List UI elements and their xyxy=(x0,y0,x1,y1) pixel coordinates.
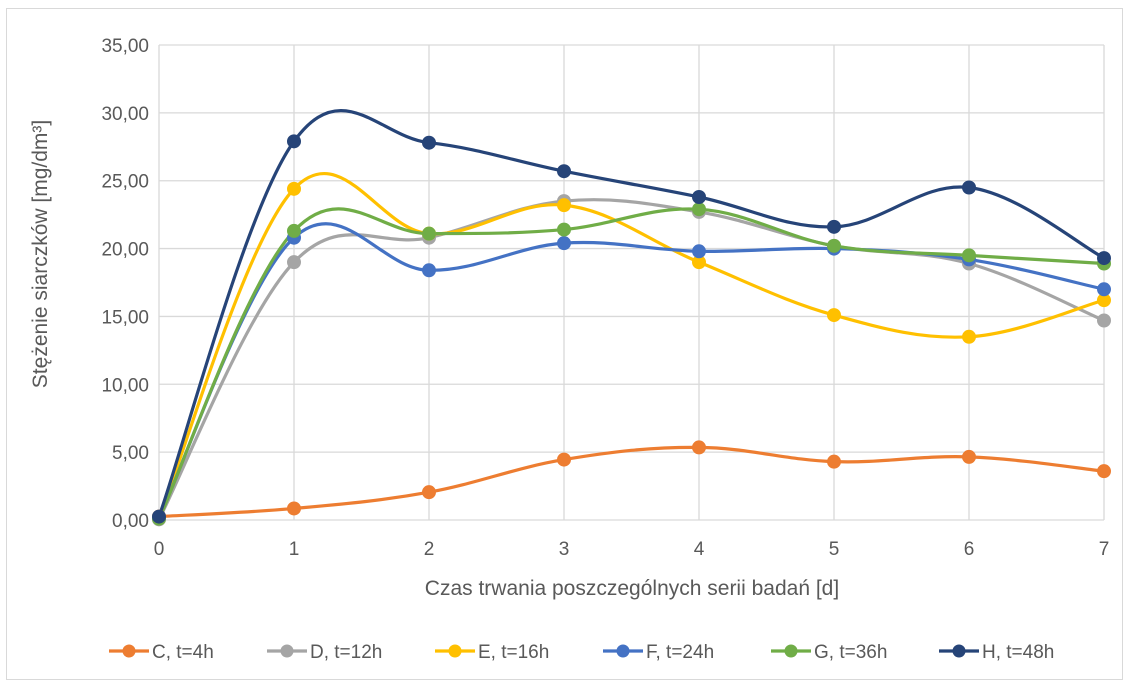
series-lines xyxy=(157,109,1106,521)
data-point-c xyxy=(692,440,706,455)
series-line-c xyxy=(157,445,1106,519)
data-point-f xyxy=(692,244,706,259)
data-point-h xyxy=(962,180,976,195)
data-point-h xyxy=(422,135,436,150)
x-axis-tick-labels: 0 1 2 3 4 5 6 7 xyxy=(154,539,1110,560)
data-point-h xyxy=(287,134,301,149)
y-tick-label: 15,00 xyxy=(101,307,149,328)
data-point-g xyxy=(692,202,706,217)
y-tick-label: 35,00 xyxy=(101,36,149,57)
legend-item-d: D, t=12h xyxy=(267,642,382,663)
data-point-g xyxy=(287,223,301,238)
data-point-h xyxy=(557,164,571,179)
series-line-e xyxy=(157,172,1106,519)
data-point-g xyxy=(827,238,841,253)
data-point-h xyxy=(1097,251,1111,266)
x-tick-label: 7 xyxy=(1099,539,1110,560)
legend-marker-g xyxy=(784,644,798,658)
data-point-g xyxy=(962,248,976,263)
data-point-d xyxy=(287,255,301,270)
series-line-d xyxy=(157,198,1106,521)
data-point-e xyxy=(557,198,571,213)
x-tick-label: 5 xyxy=(829,539,840,560)
y-tick-label: 30,00 xyxy=(101,104,149,125)
legend-item-c: C, t=4h xyxy=(109,642,214,663)
data-point-f xyxy=(422,263,436,278)
legend-marker-f xyxy=(616,644,630,658)
data-point-h xyxy=(692,190,706,204)
x-tick-label: 3 xyxy=(559,539,570,560)
legend-item-g: G, t=36h xyxy=(771,642,887,663)
legend-label-e: E, t=16h xyxy=(478,642,549,663)
x-tick-label: 4 xyxy=(694,539,705,560)
x-axis-label: Czas trwania poszczególnych serii badań … xyxy=(425,577,839,600)
data-point-c xyxy=(422,485,436,500)
data-point-g xyxy=(422,226,436,241)
y-tick-label: 25,00 xyxy=(101,172,149,193)
legend-item-h: H, t=48h xyxy=(939,642,1054,663)
legend-item-e: E, t=16h xyxy=(435,642,549,663)
legend-marker-h xyxy=(952,644,966,658)
data-point-c xyxy=(1097,464,1111,479)
chart-frame: 0,00 5,00 10,00 15,00 20,00 25,00 30,00 35,00 0… xyxy=(6,8,1123,680)
data-point-h xyxy=(152,509,166,524)
series-line-h xyxy=(157,109,1106,519)
legend-marker-e xyxy=(448,644,462,658)
data-point-f xyxy=(1097,282,1111,297)
y-axis-label: Stężenie siarczków [mg/dm³] xyxy=(29,120,52,388)
legend-item-f: F, t=24h xyxy=(603,642,714,663)
x-tick-label: 0 xyxy=(154,539,165,560)
x-tick-label: 6 xyxy=(964,539,975,560)
data-point-c xyxy=(557,452,571,467)
data-point-e xyxy=(962,329,976,344)
legend-label-f: F, t=24h xyxy=(646,642,714,663)
legend-marker-d xyxy=(280,644,294,658)
legend-label-h: H, t=48h xyxy=(982,642,1054,663)
legend-label-d: D, t=12h xyxy=(310,642,382,663)
y-tick-label: 5,00 xyxy=(112,443,149,464)
data-point-f xyxy=(557,236,571,251)
series-markers xyxy=(152,134,1111,527)
legend: C, t=4h D, t=12h E, t=16h F, t=24h G, t=36h H… xyxy=(109,642,1054,663)
legend-label-c: C, t=4h xyxy=(152,642,214,663)
x-tick-label: 2 xyxy=(424,539,435,560)
y-tick-label: 0,00 xyxy=(112,511,149,532)
y-tick-label: 20,00 xyxy=(101,240,149,261)
series-line-g xyxy=(157,207,1106,521)
data-point-c xyxy=(287,501,301,516)
data-point-e xyxy=(287,181,301,196)
data-point-c xyxy=(962,449,976,464)
data-point-d xyxy=(1097,313,1111,328)
data-point-c xyxy=(827,454,841,469)
gridlines xyxy=(158,44,1105,521)
series-line-f xyxy=(157,222,1106,520)
legend-label-g: G, t=36h xyxy=(814,642,887,663)
data-point-e xyxy=(827,308,841,323)
data-point-h xyxy=(827,219,841,234)
y-axis-tick-labels: 0,00 5,00 10,00 15,00 20,00 25,00 30,00 35,00 xyxy=(101,36,149,532)
line-chart: 0,00 5,00 10,00 15,00 20,00 25,00 30,00 35,00 0… xyxy=(29,36,1111,663)
legend-marker-c xyxy=(122,644,136,658)
x-tick-label: 1 xyxy=(289,539,300,560)
y-tick-label: 10,00 xyxy=(101,375,149,396)
data-point-g xyxy=(557,222,571,237)
